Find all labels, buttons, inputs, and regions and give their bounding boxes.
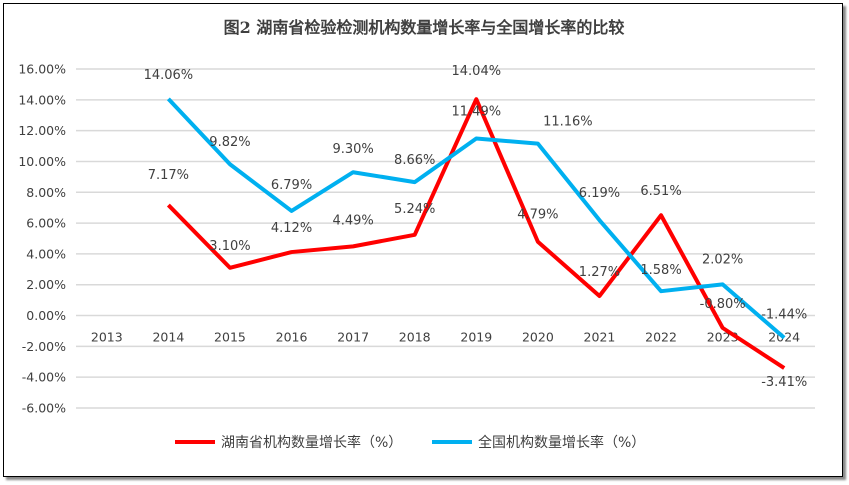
chart-frame: [3, 3, 843, 477]
data-label: 5.24%: [394, 202, 435, 217]
chart-title: 图2 湖南省检验检测机构数量增长率与全国增长率的比较: [224, 18, 625, 37]
series-line-hunan: [166, 97, 786, 370]
data-label: 6.79%: [271, 178, 312, 193]
y-tick-label: -6.00%: [22, 401, 66, 416]
x-tick-label: 2022: [645, 330, 677, 345]
x-tick-label: 2016: [276, 330, 308, 345]
data-label: 4.12%: [271, 221, 312, 236]
data-label: 14.06%: [144, 68, 194, 83]
y-tick-label: 8.00%: [26, 185, 66, 200]
x-tick-label: 2015: [214, 330, 246, 345]
data-label: 4.49%: [332, 213, 373, 228]
data-label: 7.17%: [148, 168, 189, 183]
data-label: 2.02%: [702, 252, 743, 267]
data-label: 8.66%: [394, 153, 435, 168]
data-label: 6.19%: [579, 186, 620, 201]
y-tick-label: -2.00%: [22, 339, 66, 354]
y-tick-label: 10.00%: [18, 154, 66, 169]
y-tick-label: 2.00%: [26, 277, 66, 292]
y-tick-label: 6.00%: [26, 216, 66, 231]
x-tick-label: 2017: [337, 330, 369, 345]
data-label: -3.41%: [761, 375, 807, 390]
x-tick-label: 2019: [460, 330, 492, 345]
x-tick-label: 2018: [399, 330, 431, 345]
x-tick-label: 2013: [91, 330, 123, 345]
y-tick-label: 14.00%: [18, 92, 66, 107]
data-label: 14.04%: [452, 64, 502, 79]
x-tick-label: 2020: [522, 330, 554, 345]
y-tick-label: 0.00%: [26, 308, 66, 323]
data-label: 9.82%: [209, 135, 250, 150]
data-label: 1.27%: [579, 265, 620, 280]
x-tick-label: 2014: [152, 330, 184, 345]
y-tick-label: 16.00%: [18, 62, 66, 77]
data-label: -0.80%: [700, 297, 746, 312]
data-label: 11.16%: [543, 115, 593, 130]
x-tick-label: 2021: [584, 330, 616, 345]
legend-entry: 全国机构数量增长率（%）: [478, 434, 645, 451]
y-tick-label: 4.00%: [26, 246, 66, 261]
data-label: -1.44%: [761, 308, 807, 323]
y-tick-label: -4.00%: [22, 370, 66, 385]
data-label: 1.58%: [640, 263, 681, 278]
data-label: 11.49%: [452, 104, 502, 119]
y-tick-label: 12.00%: [18, 123, 66, 138]
data-label: 6.51%: [640, 184, 681, 199]
series-line-national: [166, 97, 786, 340]
data-label: 3.10%: [209, 239, 250, 254]
legend-entry: 湖南省机构数量增长率（%）: [221, 434, 402, 451]
data-label: 4.79%: [517, 208, 558, 223]
data-label: 9.30%: [332, 142, 373, 157]
